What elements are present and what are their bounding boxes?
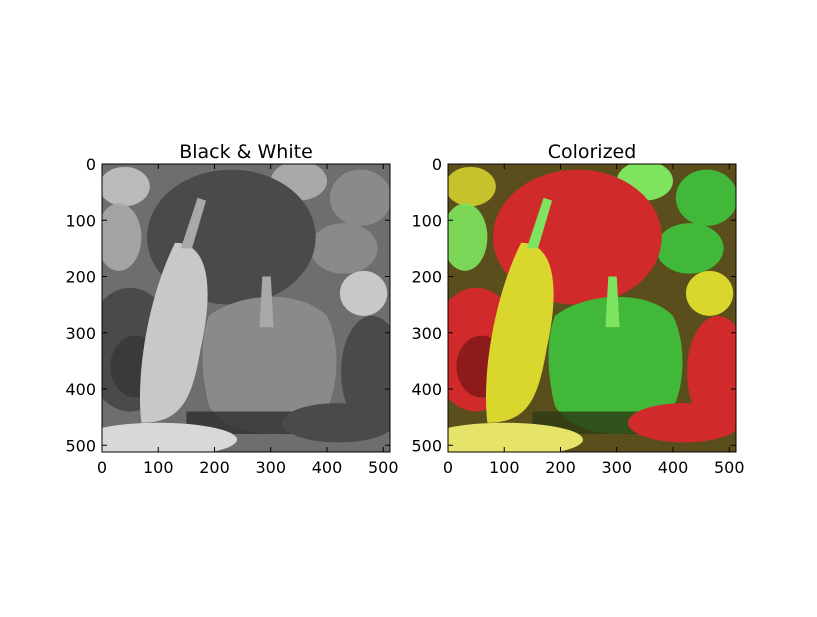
colorized-pepper-red-right xyxy=(687,315,736,429)
colorized-y-tick-label: 300 xyxy=(411,324,442,343)
bw-panel-title: Black & White xyxy=(179,141,313,163)
colorized-y-tick-label: 100 xyxy=(411,211,442,230)
bw-x-tick-label: 500 xyxy=(368,458,399,477)
bw-pepper-bottom-right xyxy=(282,403,390,443)
colorized-y-tick-label: 500 xyxy=(411,436,442,455)
colorized-y-tick-label: 200 xyxy=(411,268,442,287)
bw-pepper-left-stack xyxy=(102,203,142,271)
colorized-pepper-topleft xyxy=(448,166,496,207)
colorized-pepper-bottom-left xyxy=(448,422,583,452)
colorized-pepper-bottom-right xyxy=(628,403,736,443)
bw-axes-frame xyxy=(101,163,391,453)
colorized-axes-frame xyxy=(447,163,737,453)
colorized-pepper-right-small xyxy=(685,270,734,316)
bw-y-tick-label: 500 xyxy=(65,436,96,455)
colorized-stem-yellow xyxy=(526,197,553,249)
bw-x-tick-label: 200 xyxy=(199,458,230,477)
colorized-stem-green xyxy=(605,276,620,328)
colorized-y-tick-label: 400 xyxy=(411,380,442,399)
bw-stem-yellow xyxy=(180,197,207,249)
bw-x-tick-label: 100 xyxy=(143,458,174,477)
bw-pepper-topright-2 xyxy=(329,169,390,226)
bw-pepper-bottom-left xyxy=(102,422,237,452)
colorized-x-tick-label: 200 xyxy=(545,458,576,477)
colorized-panel-title: Colorized xyxy=(548,141,637,163)
bw-y-tick-label: 300 xyxy=(65,324,96,343)
colorized-pepper-green-large xyxy=(548,296,683,434)
bw-x-tick-label: 300 xyxy=(255,458,286,477)
colorized-pepper-yellow-long xyxy=(485,242,554,423)
bw-y-tick-label: 0 xyxy=(86,155,96,174)
bw-y-tick-label: 400 xyxy=(65,380,96,399)
colorized-x-tick-label: 400 xyxy=(658,458,689,477)
colorized-x-tick-label: 0 xyxy=(443,458,453,477)
colorized-pepper-topright-2 xyxy=(675,169,736,226)
bw-stem-green xyxy=(259,276,274,328)
bw-y-tick-label: 100 xyxy=(65,211,96,230)
colorized-pepper-right-mid xyxy=(656,223,724,274)
bw-pepper-yellow-long xyxy=(139,242,208,423)
bw-pepper-topleft xyxy=(102,166,150,207)
bw-x-tick-label: 0 xyxy=(97,458,107,477)
bw-pepper-green-large xyxy=(202,296,337,434)
bw-pepper-right-small xyxy=(339,270,388,316)
bw-image xyxy=(102,164,390,452)
colorized-y-tick-label: 0 xyxy=(432,155,442,174)
bw-y-tick-label: 200 xyxy=(65,268,96,287)
colorized-pepper-left-stack xyxy=(448,203,488,271)
colorized-x-tick-label: 500 xyxy=(714,458,745,477)
bw-pepper-red-right xyxy=(341,315,390,429)
colorized-x-tick-label: 300 xyxy=(601,458,632,477)
bw-x-tick-label: 400 xyxy=(312,458,343,477)
colorized-x-tick-label: 100 xyxy=(489,458,520,477)
bw-pepper-right-mid xyxy=(310,223,378,274)
colorized-image xyxy=(448,164,736,452)
